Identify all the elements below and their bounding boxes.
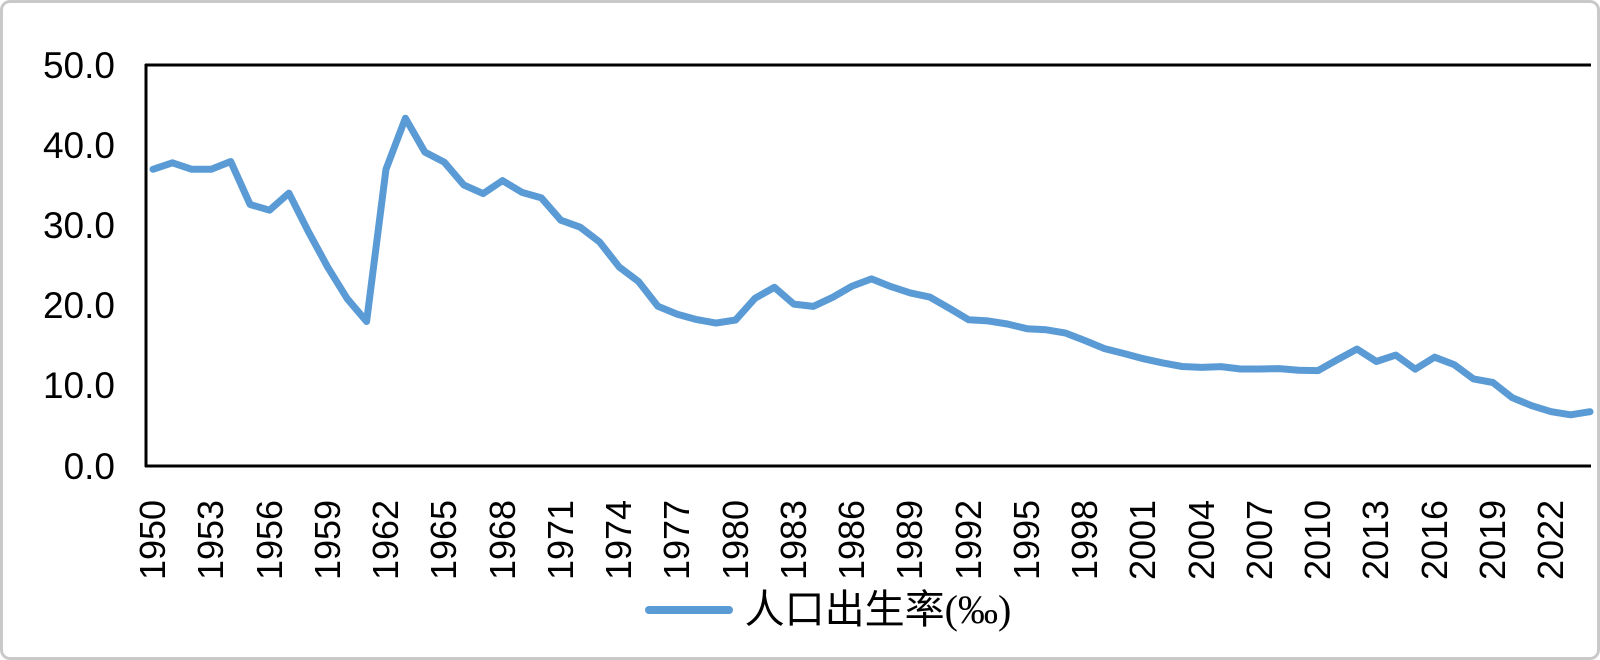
x-axis-tick-label: 1998 bbox=[1064, 499, 1106, 581]
x-axis-tick-label: 1983 bbox=[772, 499, 814, 581]
y-axis-tick-label: 0.0 bbox=[63, 445, 115, 487]
x-axis-tick-label: 2016 bbox=[1413, 499, 1455, 581]
x-axis-tick-label: 1953 bbox=[190, 499, 232, 581]
y-axis-tick-label: 20.0 bbox=[42, 285, 115, 327]
x-axis-tick-label: 1950 bbox=[132, 499, 173, 581]
x-axis-tick-label: 1968 bbox=[481, 499, 523, 581]
x-axis-tick-label: 1974 bbox=[598, 499, 640, 581]
x-axis-tick-label: 2019 bbox=[1471, 499, 1513, 581]
legend: 人口出生率(‰) bbox=[31, 585, 1597, 635]
x-axis-tick-label: 2004 bbox=[1180, 499, 1222, 581]
legend-line-icon bbox=[644, 606, 733, 614]
x-axis-tick-label: 1989 bbox=[889, 499, 931, 581]
x-axis-tick-label: 1965 bbox=[423, 499, 465, 581]
x-axis-tick-label: 1980 bbox=[714, 499, 756, 581]
x-axis-tick-label: 2013 bbox=[1355, 499, 1397, 581]
x-axis-tick-label: 2022 bbox=[1530, 499, 1572, 581]
birth-rate-series-line bbox=[149, 114, 1594, 419]
x-axis-tick-label: 1971 bbox=[539, 499, 581, 581]
y-axis-tick-label: 50.0 bbox=[42, 44, 115, 86]
x-axis-tick-label: 1962 bbox=[365, 499, 407, 581]
birth-rate-chart bbox=[144, 63, 1594, 468]
y-axis-tick-label: 10.0 bbox=[42, 365, 115, 407]
x-axis-tick-label: 1959 bbox=[306, 499, 348, 581]
x-axis-tick-label: 1995 bbox=[1005, 499, 1047, 581]
y-axis-tick-label: 40.0 bbox=[42, 124, 115, 166]
x-axis-tick-label: 2001 bbox=[1122, 499, 1164, 581]
legend-label: 人口出生率(‰) bbox=[744, 587, 1012, 632]
x-axis-tick-label: 2010 bbox=[1297, 499, 1339, 581]
x-axis-tick-label: 2007 bbox=[1238, 499, 1280, 581]
x-axis-tick-label: 1977 bbox=[656, 499, 698, 581]
y-axis-tick-label: 30.0 bbox=[42, 204, 115, 246]
x-axis-tick-label: 1986 bbox=[831, 499, 873, 581]
x-axis-tick-label: 1992 bbox=[947, 499, 989, 581]
x-axis-tick-label: 1956 bbox=[248, 499, 290, 581]
